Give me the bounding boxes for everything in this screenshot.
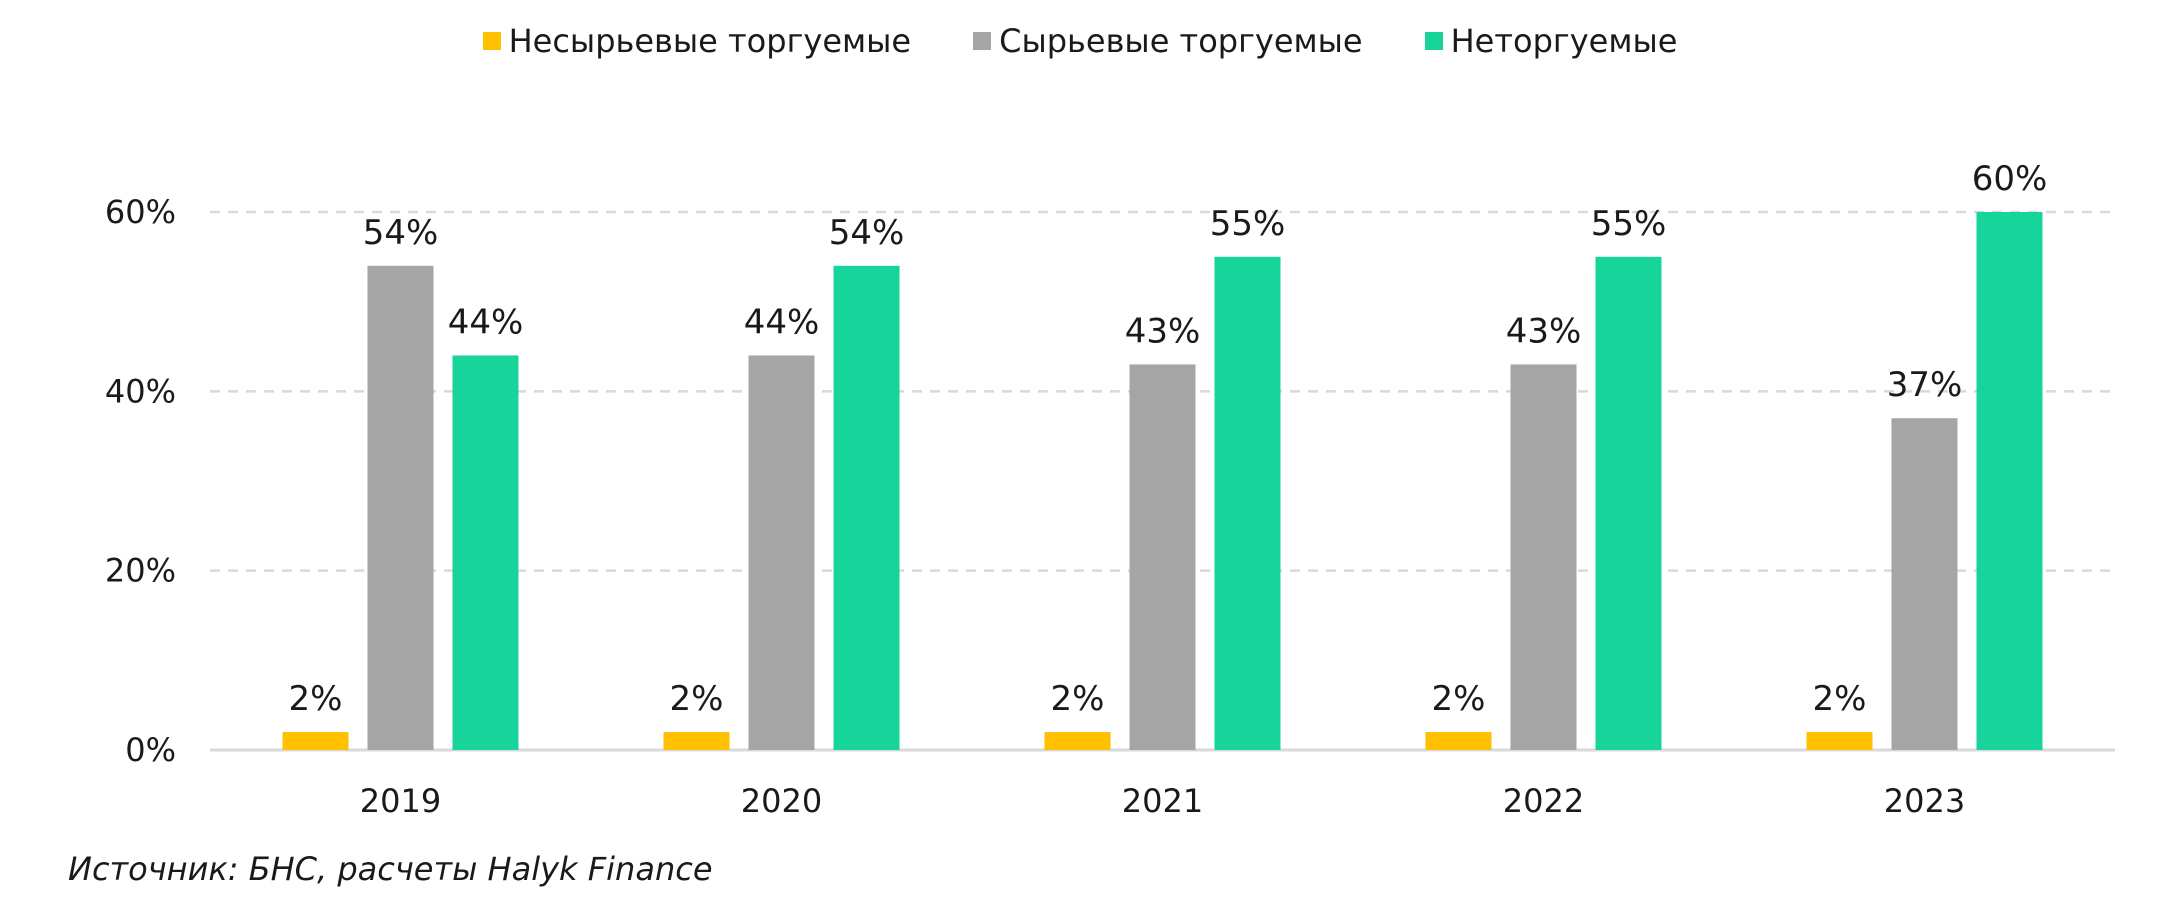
- data-label: 54%: [363, 213, 439, 253]
- data-label: 60%: [1972, 159, 2048, 199]
- data-label: 37%: [1887, 365, 1963, 405]
- data-label: 44%: [744, 302, 820, 342]
- bar: [1129, 364, 1196, 750]
- legend-item: Сырьевые торгуемые: [973, 22, 1363, 60]
- data-label: 44%: [448, 302, 524, 342]
- x-tick-label: 2019: [360, 782, 441, 820]
- legend-label: Сырьевые торгуемые: [999, 22, 1363, 60]
- legend: Несырьевые торгуемые Сырьевые торгуемые Не…: [0, 22, 2160, 60]
- data-label: 55%: [1210, 204, 1286, 244]
- data-label: 2%: [670, 679, 724, 719]
- x-tick-label: 2023: [1884, 782, 1965, 820]
- x-tick-label: 2022: [1503, 782, 1584, 820]
- data-label: 43%: [1506, 311, 1582, 351]
- bar: [1976, 212, 2043, 750]
- bar: [663, 732, 730, 750]
- bar: [1806, 732, 1873, 750]
- x-tick-label: 2020: [741, 782, 822, 820]
- source-note: Источник: БНС, расчеты Halyk Finance: [68, 850, 713, 888]
- data-label: 2%: [1813, 679, 1867, 719]
- y-tick-label: 60%: [105, 193, 176, 231]
- bar: [1044, 732, 1111, 750]
- data-label: 2%: [1432, 679, 1486, 719]
- y-tick-label: 20%: [105, 552, 176, 590]
- legend-label: Неторгуемые: [1450, 22, 1678, 60]
- bar: [833, 265, 900, 750]
- y-tick-label: 0%: [125, 731, 176, 769]
- legend-swatch: [1424, 32, 1443, 50]
- bar: [748, 355, 815, 750]
- data-label: 2%: [1051, 679, 1105, 719]
- legend-item: Неторгуемые: [1424, 22, 1678, 60]
- x-tick-label: 2021: [1122, 782, 1203, 820]
- data-label: 2%: [289, 679, 343, 719]
- bar: [1595, 256, 1662, 750]
- bar: [1214, 256, 1281, 750]
- bar: [367, 265, 434, 750]
- y-tick-label: 40%: [105, 372, 176, 410]
- data-label: 43%: [1125, 311, 1201, 351]
- data-label: 55%: [1591, 204, 1667, 244]
- legend-swatch: [973, 32, 992, 50]
- legend-swatch: [482, 32, 501, 50]
- bar: [1510, 364, 1577, 750]
- data-label: 54%: [829, 213, 905, 253]
- legend-item: Несырьевые торгуемые: [482, 22, 912, 60]
- bar: [282, 732, 349, 750]
- legend-label: Несырьевые торгуемые: [508, 22, 912, 60]
- bar: [452, 355, 519, 750]
- bar: [1425, 732, 1492, 750]
- bar: [1891, 418, 1958, 750]
